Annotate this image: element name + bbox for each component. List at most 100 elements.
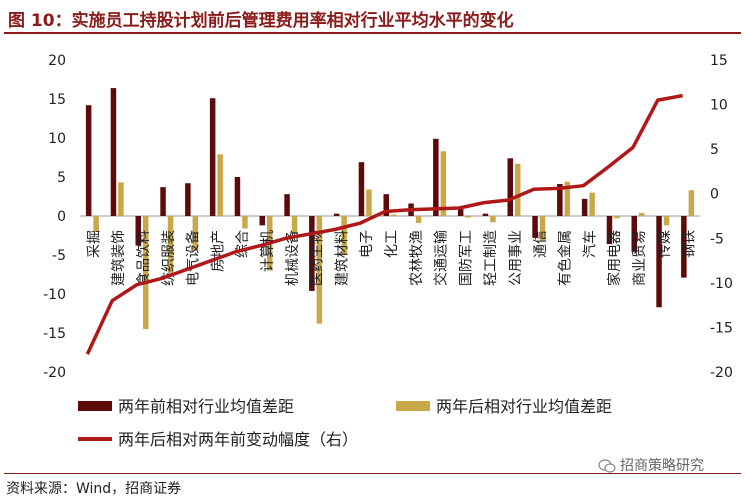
legend-swatch-before — [78, 401, 112, 411]
category-label: 食品饮料 — [135, 230, 152, 286]
bar-before — [557, 184, 563, 216]
bar-before — [160, 187, 166, 216]
bar-before — [656, 216, 662, 308]
category-label: 综合 — [235, 230, 251, 258]
bar-after — [93, 216, 99, 232]
wechat-icon — [598, 459, 616, 473]
bar-after — [515, 163, 521, 216]
category-label: 农林牧渔 — [409, 230, 425, 286]
bar-after — [614, 216, 620, 219]
bar-before — [135, 216, 141, 246]
left-tick-label: -20 — [43, 365, 66, 381]
category-label: 机械设备 — [284, 230, 301, 286]
bar-after — [167, 216, 174, 273]
bar-after — [688, 190, 695, 216]
right-tick-label: -5 — [710, 231, 724, 247]
category-label: 公用事业 — [508, 230, 524, 286]
bar-before — [185, 183, 191, 216]
category-label: 纺织服装 — [161, 230, 177, 286]
bar-before — [631, 216, 637, 252]
bar-before — [457, 207, 464, 216]
category-label: 交通运输 — [433, 230, 450, 286]
bar-before — [383, 194, 389, 216]
left-tick-label: 10 — [48, 131, 66, 147]
bar-before — [358, 162, 365, 216]
bar-after — [118, 182, 124, 216]
source-note: 资料来源：Wind，招商证券 — [6, 481, 182, 497]
source-divider — [4, 473, 741, 474]
chart-title: 图 10：实施员工持股计划前后管理费用率相对行业平均水平的变化 — [8, 11, 514, 31]
right-tick-label: 15 — [710, 53, 728, 69]
category-label: 建筑装饰 — [111, 230, 127, 286]
category-label: 采掘 — [86, 230, 102, 258]
bar-after — [366, 189, 372, 216]
bar-after — [639, 212, 645, 216]
bar-after — [663, 216, 670, 226]
bar-after — [564, 181, 571, 216]
left-tick-label: 0 — [57, 209, 66, 225]
bar-after — [341, 216, 347, 255]
bar-after — [217, 154, 223, 216]
bar-after — [192, 216, 199, 251]
bar-after — [490, 216, 496, 223]
bar-before — [581, 198, 588, 216]
right-tick-label: -10 — [710, 276, 733, 292]
bar-before — [333, 213, 340, 216]
legend-label-before: 两年前相对行业均值差距 — [118, 397, 294, 416]
bar-before — [110, 88, 117, 216]
category-label: 汽车 — [581, 230, 598, 258]
right-tick-label: 10 — [710, 98, 728, 114]
category-label: 国防军工 — [458, 230, 474, 286]
bar-after — [391, 214, 397, 216]
category-label: 电子 — [359, 230, 375, 258]
left-tick-label: -5 — [52, 248, 66, 264]
bar-before — [234, 177, 241, 216]
category-label: 电气设备 — [185, 230, 202, 286]
bar-before — [309, 216, 315, 291]
bar-before — [284, 194, 290, 216]
category-label: 化工 — [384, 230, 400, 258]
change-line — [85, 93, 683, 355]
bar-after — [415, 216, 422, 224]
bar-before — [259, 216, 265, 226]
category-label: 轻工制造 — [483, 230, 499, 286]
right-tick-label: 5 — [710, 142, 719, 158]
category-label: 商业贸易 — [632, 230, 648, 286]
category-label: 家用电器 — [606, 230, 623, 286]
bar-after — [440, 151, 447, 216]
bar-after — [242, 216, 248, 229]
right-tick-label: 0 — [710, 187, 719, 203]
bar-before — [209, 98, 216, 216]
bar-before — [433, 138, 439, 216]
legend-label-line: 两年后相对两年前变动幅度（右） — [118, 430, 358, 449]
bar-before — [507, 158, 513, 216]
left-tick-label: 15 — [48, 92, 66, 108]
category-label: 计算机 — [260, 230, 276, 272]
category-label: 有色金属 — [557, 230, 574, 286]
bar-after — [291, 216, 298, 234]
bar-before — [532, 216, 538, 238]
title-bar: 图 10：实施员工持股计划前后管理费用率相对行业平均水平的变化 — [4, 2, 741, 34]
category-label: 钢铁 — [682, 230, 698, 258]
bar-after — [539, 216, 546, 241]
watermark: 招商策略研究 — [598, 455, 704, 475]
bar-after — [143, 216, 149, 330]
bar-before — [482, 213, 489, 216]
right-tick-label: -20 — [710, 365, 733, 381]
bar-after — [589, 192, 595, 216]
bar-after — [465, 216, 471, 218]
legend-label-after: 两年后相对行业均值差距 — [436, 397, 612, 416]
category-label: 医药生物 — [310, 230, 326, 286]
left-tick-label: -15 — [43, 326, 66, 342]
category-label: 房地产 — [210, 230, 226, 272]
category-label: 建筑材料 — [334, 230, 350, 286]
watermark-text: 招商策略研究 — [620, 458, 704, 474]
bar-after — [316, 216, 323, 324]
right-tick-label: -15 — [710, 320, 733, 336]
left-tick-label: 20 — [48, 53, 66, 69]
legend-swatch-after — [396, 401, 430, 411]
category-label: 传媒 — [657, 230, 673, 258]
bar-before — [681, 216, 687, 278]
bar-before — [606, 216, 613, 245]
